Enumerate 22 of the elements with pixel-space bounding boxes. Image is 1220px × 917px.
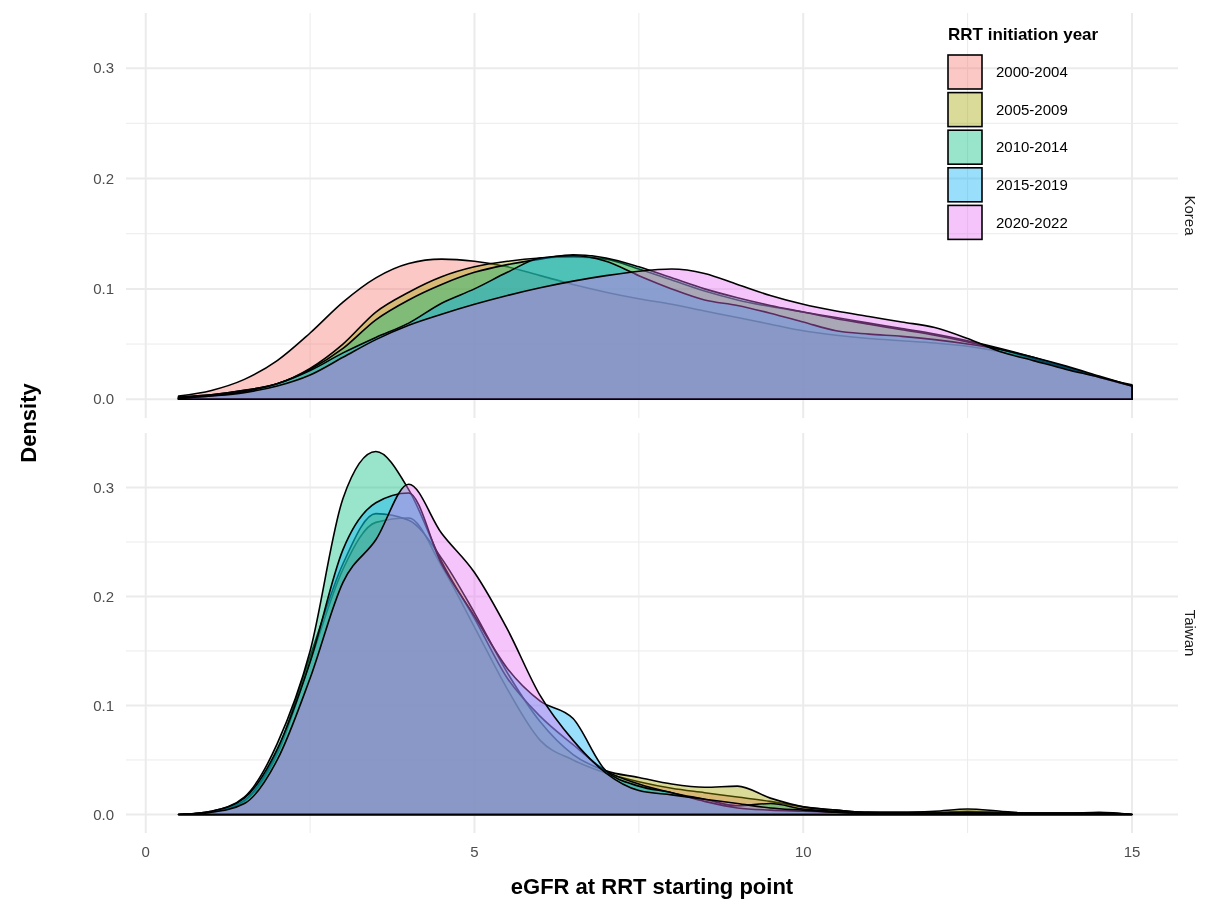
x-tick-label: 5 bbox=[470, 843, 479, 860]
y-tick-label: 0.3 bbox=[93, 478, 114, 496]
y-axis-title: Density bbox=[16, 382, 41, 463]
legend-label: 2015-2019 bbox=[996, 176, 1068, 194]
legend-title: RRT initiation year bbox=[948, 25, 1099, 44]
x-tick-label: 0 bbox=[141, 843, 150, 860]
x-tick-label: 10 bbox=[794, 843, 812, 860]
y-tick-label: 0.1 bbox=[93, 696, 114, 714]
legend-label: 2020-2022 bbox=[996, 213, 1068, 231]
y-tick-label: 0.0 bbox=[93, 390, 114, 408]
legend-label: 2000-2004 bbox=[996, 63, 1068, 81]
y-tick-label: 0.3 bbox=[93, 59, 114, 77]
y-tick-label: 0.1 bbox=[93, 280, 114, 298]
legend-label: 2005-2009 bbox=[996, 100, 1068, 118]
y-tick-label: 0.2 bbox=[93, 169, 114, 187]
y-tick-label: 0.2 bbox=[93, 587, 114, 605]
legend-label: 2010-2014 bbox=[996, 138, 1068, 156]
text: Korea bbox=[1181, 195, 1199, 237]
x-tick-label: 15 bbox=[1123, 843, 1141, 860]
x-axis-title: eGFR at RRT starting point bbox=[510, 874, 794, 899]
text: Taiwan bbox=[1181, 609, 1199, 657]
y-tick-label: 0.0 bbox=[93, 805, 114, 823]
